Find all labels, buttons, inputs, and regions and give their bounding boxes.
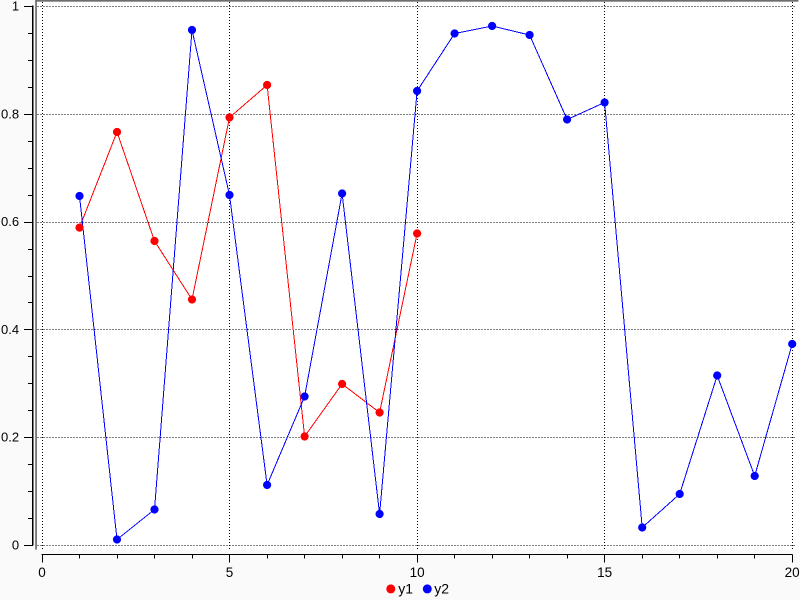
svg-text:1: 1: [12, 0, 19, 14]
svg-text:0.2: 0.2: [1, 430, 19, 445]
svg-text:0.4: 0.4: [1, 322, 19, 337]
svg-text:20: 20: [785, 565, 800, 580]
svg-text:0.6: 0.6: [1, 214, 19, 229]
svg-text:y1: y1: [398, 580, 413, 596]
svg-text:10: 10: [410, 565, 425, 580]
svg-text:0: 0: [12, 538, 19, 553]
svg-text:0: 0: [38, 565, 46, 580]
svg-text:y2: y2: [434, 580, 449, 596]
svg-text:15: 15: [597, 565, 612, 580]
svg-text:0.8: 0.8: [1, 106, 19, 121]
svg-text:5: 5: [226, 565, 234, 580]
